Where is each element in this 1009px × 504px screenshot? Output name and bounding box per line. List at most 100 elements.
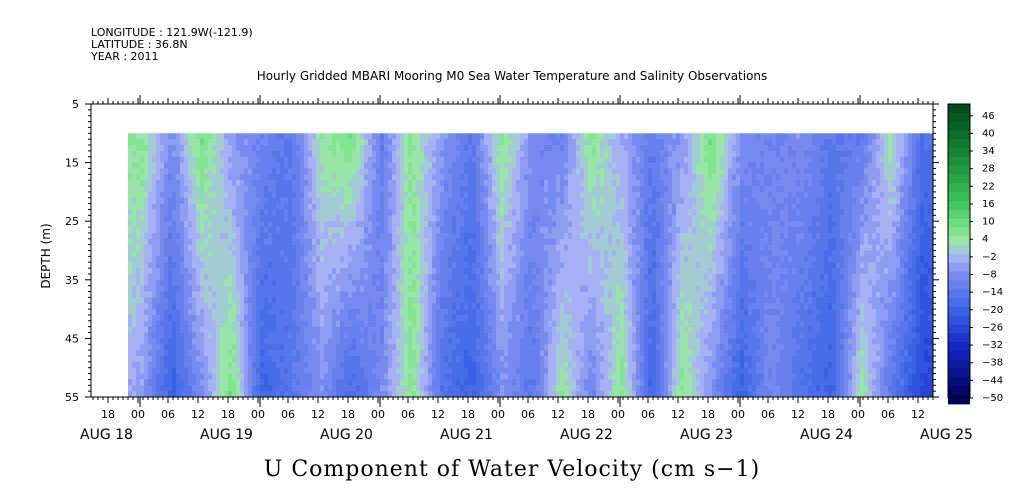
- heatmap-cell: [544, 338, 549, 345]
- heatmap-cell: [484, 355, 489, 363]
- heatmap-cell: [148, 273, 153, 281]
- heatmap-cell: [384, 150, 389, 158]
- heatmap-cell: [324, 350, 329, 357]
- heatmap-cell: [372, 385, 377, 392]
- heatmap-cell: [252, 174, 257, 181]
- heatmap-cell: [248, 291, 253, 298]
- heatmap-cell: [184, 168, 189, 175]
- heatmap-cell: [376, 238, 381, 246]
- heatmap-cell: [296, 250, 301, 257]
- heatmap-cell: [456, 238, 461, 246]
- heatmap-cell: [252, 326, 257, 334]
- heatmap-cell: [284, 350, 289, 357]
- heatmap-cell: [560, 250, 565, 257]
- heatmap-cell: [420, 244, 425, 251]
- heatmap-cell: [168, 244, 173, 251]
- heatmap-cell: [560, 221, 565, 228]
- heatmap-cell: [364, 314, 369, 322]
- heatmap-cell: [496, 379, 501, 386]
- heatmap-cell: [176, 186, 181, 193]
- heatmap-cell: [252, 209, 257, 216]
- heatmap-cell: [220, 273, 225, 281]
- heatmap-cell: [544, 197, 549, 205]
- heatmap-cell: [268, 350, 273, 357]
- heatmap-cell: [404, 268, 409, 275]
- heatmap-cell: [548, 268, 553, 275]
- heatmap-cell: [176, 232, 181, 240]
- heatmap-cell: [372, 326, 377, 334]
- heatmap-cell: [472, 273, 477, 281]
- heatmap-cell: [364, 232, 369, 240]
- heatmap-cell: [180, 186, 185, 193]
- heatmap-cell: [352, 391, 357, 398]
- heatmap-cell: [428, 174, 433, 181]
- heatmap-cell: [208, 391, 213, 398]
- heatmap-cell: [452, 367, 457, 375]
- heatmap-cell: [216, 191, 221, 199]
- heatmap-cell: [176, 273, 181, 281]
- heatmap-cell: [256, 303, 261, 310]
- heatmap-cell: [300, 139, 305, 146]
- heatmap-cell: [540, 215, 545, 222]
- heatmap-cell: [228, 338, 233, 345]
- heatmap-cell: [384, 332, 389, 339]
- heatmap-cell: [456, 309, 461, 316]
- heatmap-cell: [416, 355, 421, 363]
- heatmap-cell: [428, 314, 433, 322]
- heatmap-cell: [540, 367, 545, 375]
- heatmap-cell: [560, 186, 565, 193]
- heatmap-cell: [272, 332, 277, 339]
- heatmap-cell: [316, 133, 321, 140]
- heatmap-cell: [520, 367, 525, 375]
- heatmap-cell: [460, 221, 465, 228]
- heatmap-cell: [172, 297, 177, 304]
- heatmap-cell: [512, 139, 517, 146]
- heatmap-cell: [348, 355, 353, 363]
- heatmap-cell: [500, 156, 505, 164]
- heatmap-cell: [568, 291, 573, 298]
- heatmap-cell: [352, 139, 357, 146]
- heatmap-cell: [544, 256, 549, 263]
- heatmap-cell: [528, 320, 533, 328]
- heatmap-cell: [360, 314, 365, 322]
- heatmap-cell: [380, 238, 385, 246]
- heatmap-cell: [524, 139, 529, 146]
- heatmap-cell: [560, 227, 565, 234]
- heatmap-cell: [508, 186, 513, 193]
- heatmap-cell: [376, 227, 381, 234]
- heatmap-cell: [308, 197, 313, 205]
- heatmap-cell: [324, 355, 329, 363]
- heatmap-cell: [404, 203, 409, 210]
- heatmap-cell: [376, 191, 381, 199]
- heatmap-cell: [316, 197, 321, 205]
- heatmap-cell: [488, 215, 493, 222]
- heatmap-cell: [496, 285, 501, 293]
- heatmap-cell: [556, 279, 561, 287]
- heatmap-cell: [492, 203, 497, 210]
- heatmap-cell: [268, 385, 273, 392]
- heatmap-cell: [440, 379, 445, 386]
- heatmap-cell: [236, 133, 241, 140]
- heatmap-cell: [336, 332, 341, 339]
- heatmap-cell: [240, 174, 245, 181]
- heatmap-cell: [500, 191, 505, 199]
- heatmap-cell: [228, 332, 233, 339]
- heatmap-cell: [560, 174, 565, 181]
- heatmap-cell: [360, 191, 365, 199]
- heatmap-cell: [144, 256, 149, 263]
- heatmap-cell: [448, 232, 453, 240]
- heatmap-cell: [564, 250, 569, 257]
- heatmap-cell: [536, 133, 541, 140]
- heatmap-cell: [308, 332, 313, 339]
- heatmap-cell: [368, 156, 373, 164]
- heatmap-cell: [340, 174, 345, 181]
- heatmap-cell: [436, 209, 441, 216]
- heatmap-cell: [384, 133, 389, 140]
- heatmap-cell: [548, 326, 553, 334]
- heatmap-cell: [224, 303, 229, 310]
- heatmap-cell: [204, 309, 209, 316]
- heatmap-cell: [180, 326, 185, 334]
- heatmap-cell: [540, 344, 545, 351]
- heatmap-cell: [184, 285, 189, 293]
- heatmap-cell: [264, 373, 269, 380]
